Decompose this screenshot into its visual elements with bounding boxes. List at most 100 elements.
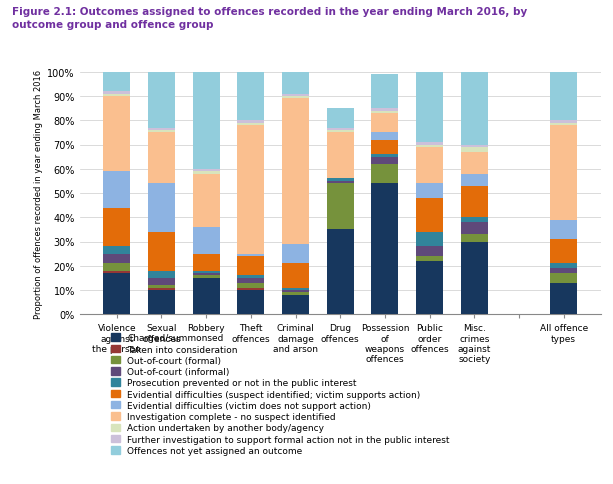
Bar xyxy=(550,220,577,240)
Bar xyxy=(192,174,219,227)
Bar xyxy=(461,145,488,148)
Bar xyxy=(192,276,219,278)
Bar xyxy=(148,278,175,286)
Bar xyxy=(550,264,577,269)
Bar xyxy=(104,247,130,254)
Bar xyxy=(237,123,264,126)
Bar xyxy=(237,254,264,257)
Bar xyxy=(327,128,354,131)
Bar xyxy=(148,271,175,278)
Bar xyxy=(550,121,577,123)
Bar xyxy=(550,73,577,121)
Bar xyxy=(461,235,488,242)
Bar xyxy=(416,247,443,257)
Bar xyxy=(237,288,264,290)
Bar xyxy=(327,109,354,128)
Bar xyxy=(371,140,398,155)
Bar xyxy=(327,182,354,184)
Bar xyxy=(327,184,354,230)
Bar xyxy=(282,99,309,244)
Bar xyxy=(104,208,130,247)
Bar xyxy=(192,271,219,273)
Bar xyxy=(461,174,488,186)
Bar xyxy=(282,97,309,99)
Bar xyxy=(550,273,577,283)
Bar xyxy=(192,169,219,172)
Legend: Charged/summonsed, Taken into consideration, Out-of-court (formal), Out-of-court: Charged/summonsed, Taken into considerat… xyxy=(111,333,449,455)
Bar xyxy=(237,73,264,121)
Y-axis label: Proportion of offences recorded in year ending March 2016: Proportion of offences recorded in year … xyxy=(34,69,43,318)
Bar xyxy=(461,148,488,152)
Bar xyxy=(461,218,488,223)
Bar xyxy=(327,133,354,179)
Bar xyxy=(461,223,488,235)
Bar xyxy=(371,165,398,184)
Bar xyxy=(148,232,175,271)
Bar xyxy=(371,157,398,165)
Bar xyxy=(282,73,309,94)
Bar xyxy=(104,97,130,172)
Bar xyxy=(371,114,398,133)
Bar xyxy=(104,273,130,315)
Bar xyxy=(148,286,175,288)
Bar xyxy=(192,278,219,315)
Bar xyxy=(327,179,354,182)
Bar xyxy=(416,257,443,261)
Bar xyxy=(148,288,175,290)
Bar xyxy=(550,240,577,264)
Bar xyxy=(371,111,398,114)
Bar xyxy=(148,133,175,184)
Bar xyxy=(461,152,488,174)
Bar xyxy=(282,295,309,315)
Bar xyxy=(416,261,443,315)
Bar xyxy=(192,172,219,174)
Bar xyxy=(416,148,443,184)
Bar xyxy=(371,155,398,157)
Bar xyxy=(327,230,354,315)
Bar xyxy=(192,227,219,254)
Bar xyxy=(104,271,130,273)
Bar xyxy=(461,73,488,145)
Bar xyxy=(550,123,577,126)
Bar xyxy=(148,128,175,131)
Bar xyxy=(237,257,264,276)
Bar xyxy=(104,172,130,208)
Bar xyxy=(237,278,264,283)
Bar xyxy=(237,283,264,288)
Bar xyxy=(282,244,309,264)
Bar xyxy=(282,264,309,288)
Bar xyxy=(371,133,398,140)
Bar xyxy=(416,198,443,232)
Bar xyxy=(327,131,354,133)
Bar xyxy=(416,184,443,198)
Bar xyxy=(550,269,577,273)
Bar xyxy=(371,184,398,315)
Bar xyxy=(104,92,130,94)
Bar xyxy=(371,109,398,111)
Bar xyxy=(550,126,577,220)
Bar xyxy=(282,290,309,293)
Bar xyxy=(282,293,309,295)
Bar xyxy=(104,264,130,271)
Bar xyxy=(416,73,443,143)
Bar xyxy=(192,73,219,169)
Bar xyxy=(148,131,175,133)
Bar xyxy=(104,73,130,92)
Text: Figure 2.1: Outcomes assigned to offences recorded in the year ending March 2016: Figure 2.1: Outcomes assigned to offence… xyxy=(12,7,528,30)
Bar xyxy=(104,254,130,264)
Bar xyxy=(371,75,398,109)
Bar xyxy=(461,242,488,315)
Bar xyxy=(461,186,488,218)
Bar xyxy=(282,94,309,97)
Bar xyxy=(237,126,264,254)
Bar xyxy=(148,73,175,128)
Bar xyxy=(104,94,130,97)
Bar xyxy=(237,276,264,278)
Bar xyxy=(416,145,443,148)
Bar xyxy=(192,273,219,276)
Bar xyxy=(237,290,264,315)
Bar xyxy=(148,184,175,232)
Bar xyxy=(416,232,443,247)
Bar xyxy=(237,121,264,123)
Bar xyxy=(550,283,577,315)
